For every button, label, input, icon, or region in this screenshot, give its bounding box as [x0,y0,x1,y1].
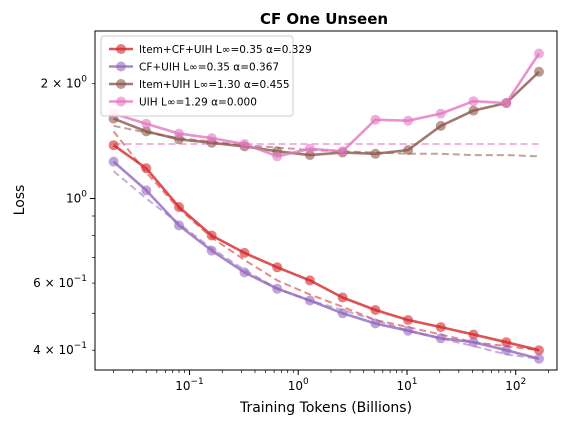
data-point-3-11 [435,120,446,131]
data-point-4-4 [206,133,217,144]
data-point-4-7 [304,143,315,154]
legend-swatch-marker [116,44,126,54]
data-point-4-10 [403,115,414,126]
data-point-4-3 [174,128,184,139]
y-tick-label: 2 × 100 [41,75,88,91]
legend: Item+CF+UIH L∞=0.35 α=0.329 CF+UIH L∞=0.3… [100,35,312,117]
legend-swatch-marker [116,79,126,89]
y-tick-label: 4 × 10−1 [33,341,87,357]
legend-entry-label: UIH L∞=1.29 α=0.000 [139,97,257,109]
data-point-3-12 [468,105,479,116]
data-point-1-14 [534,345,544,356]
data-point-2-4 [206,245,217,256]
data-point-1-9 [370,305,381,315]
data-point-2-14 [534,353,544,364]
data-point-1-13 [501,337,512,348]
data-point-4-2 [141,118,152,129]
data-point-2-10 [403,325,414,336]
data-point-1-6 [272,262,283,273]
data-point-1-11 [435,322,446,333]
data-point-1-4 [206,230,217,241]
data-point-1-8 [337,292,348,303]
data-point-4-13 [501,98,512,108]
data-point-4-12 [468,96,479,107]
series-lines [108,48,544,364]
series-line-2 [112,160,540,360]
data-point-2-11 [435,333,446,344]
legend-swatch-marker [116,61,126,72]
data-point-3-2 [141,126,152,137]
y-axis-label: Loss [12,185,28,216]
chart-title: CF One Unseen [260,10,388,28]
data-point-3-9 [370,148,381,159]
y-tick-label: 6 × 10−1 [33,274,87,290]
fit-line-2 [112,170,540,360]
legend-swatch-marker [116,96,126,107]
data-point-1-7 [304,275,315,286]
data-point-4-5 [239,139,250,149]
legend-box [100,35,294,117]
data-point-1-2 [141,163,152,174]
data-point-4-8 [337,146,348,157]
data-point-1-12 [468,329,479,340]
data-point-2-5 [239,267,250,278]
data-point-1-1 [108,140,119,151]
series-line-3 [113,70,540,157]
data-point-3-14 [534,66,544,77]
data-point-2-2 [141,185,152,196]
x-axis-label: Training Tokens (Billions) [239,400,412,416]
data-point-4-6 [272,151,283,162]
data-point-3-10 [403,145,414,155]
data-point-2-6 [272,283,283,294]
data-point-4-11 [435,108,446,119]
data-point-2-7 [304,295,315,306]
data-point-2-3 [174,220,184,231]
data-point-2-13 [501,345,512,356]
legend-entry-label: Item+CF+UIH L∞=0.35 α=0.329 [139,44,312,56]
legend-entry-label: Item+UIH L∞=1.30 α=0.455 [139,79,290,91]
data-point-4-9 [370,114,381,125]
data-point-2-1 [108,156,119,167]
plot-frame [94,30,558,371]
data-point-2-9 [370,318,381,329]
legend-entry-label: CF+UIH L∞=0.35 α=0.367 [139,62,279,74]
data-point-4-14 [534,48,544,59]
data-point-1-3 [174,202,184,212]
series-line-1 [112,144,540,352]
data-point-1-5 [239,247,250,258]
data-point-1-10 [403,315,414,325]
series-line-4 [113,52,541,158]
data-point-2-8 [337,308,348,319]
data-point-2-12 [468,337,479,348]
